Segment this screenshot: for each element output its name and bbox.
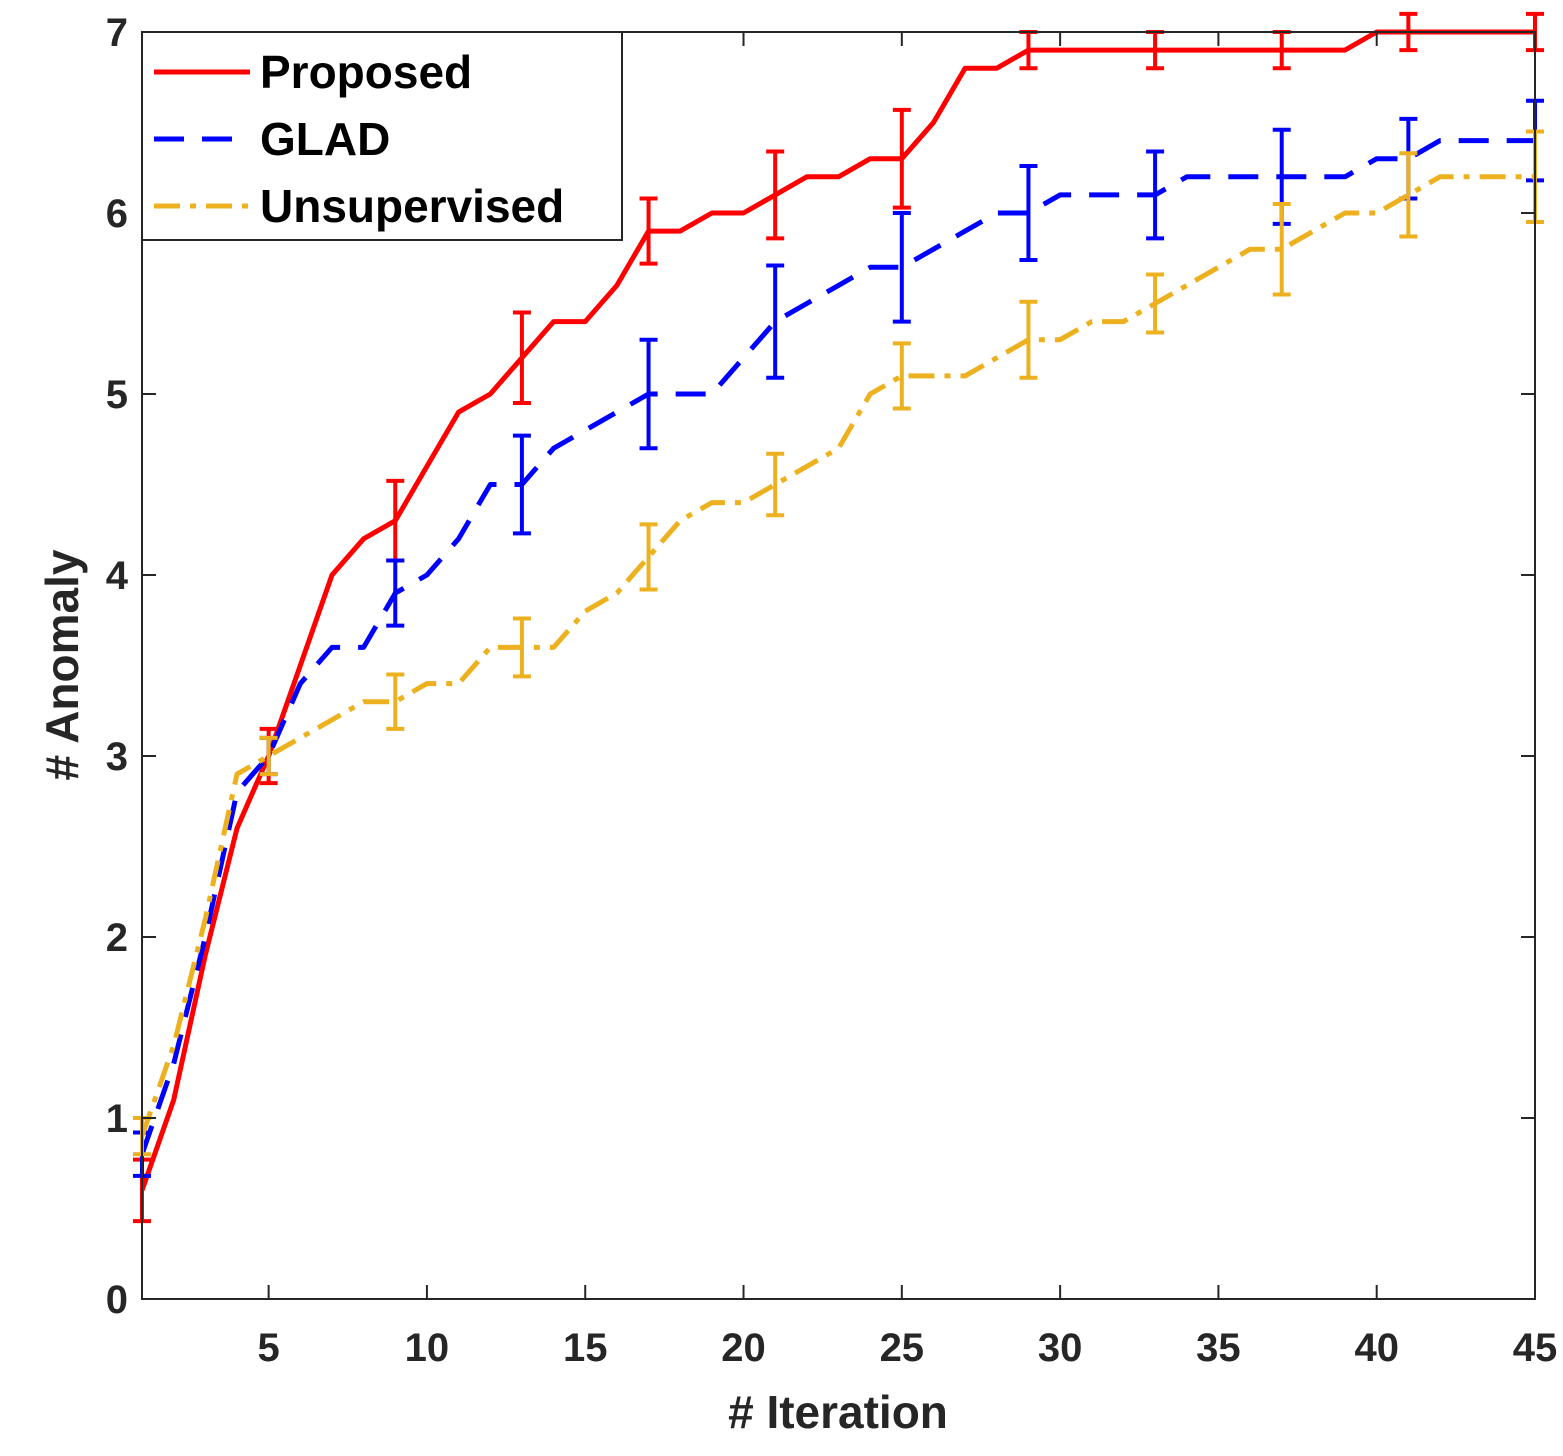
errorbar (1019, 163, 1038, 263)
series-line-glad (139, 138, 1535, 1156)
errorbar (512, 310, 531, 406)
errorbar (639, 522, 658, 592)
errorbar (639, 337, 658, 451)
errorbar (1019, 299, 1038, 380)
errorbar (1399, 151, 1418, 239)
legend-entry: Unsupervised (154, 180, 564, 232)
errorbar (892, 211, 911, 324)
series-line-unsupervised (139, 174, 1535, 1137)
y-tick-label: 4 (106, 554, 129, 598)
errorbar (1272, 201, 1291, 297)
errorbar (766, 263, 785, 380)
x-tick-label: 45 (1513, 1326, 1558, 1370)
x-tick-label: 15 (563, 1326, 608, 1370)
errorbar (892, 341, 911, 411)
x-tick-label: 5 (258, 1326, 280, 1370)
x-tick-label: 20 (721, 1326, 766, 1370)
x-tick-label: 25 (880, 1326, 925, 1370)
legend-label: GLAD (260, 113, 390, 165)
legend-label: Unsupervised (260, 180, 564, 232)
y-tick-label: 2 (106, 916, 128, 960)
legend-entry: GLAD (154, 113, 390, 165)
x-axis-title: # Iteration (728, 1386, 948, 1438)
y-tick-label: 3 (106, 735, 128, 779)
errorbar (1146, 272, 1165, 335)
errorbar (386, 672, 405, 731)
axes-frame (141, 31, 1536, 1300)
legend-entry: Proposed (154, 46, 472, 98)
errorbar (259, 735, 278, 777)
y-tick-label: 6 (106, 192, 128, 236)
errorbar (892, 107, 911, 210)
x-tick-label: 40 (1354, 1326, 1399, 1370)
y-tick-label: 0 (106, 1278, 128, 1322)
errorbar (386, 558, 405, 628)
errorbar (512, 433, 531, 536)
legend: Proposed GLAD Unsupervised (141, 31, 623, 241)
errorbar (639, 196, 658, 266)
x-tick-label: 35 (1196, 1326, 1241, 1370)
plot-background (142, 32, 1535, 1299)
plot-area (142, 32, 1535, 1299)
errorbar (766, 451, 785, 518)
series-line-proposed (139, 29, 1535, 1192)
errorbar (1146, 149, 1165, 241)
legend-label: Proposed (260, 46, 472, 98)
y-tick-label: 5 (106, 373, 128, 417)
y-tick-label: 7 (106, 11, 128, 55)
errorbar (512, 616, 531, 679)
series-proposed (133, 11, 1544, 1224)
x-tick-label: 30 (1038, 1326, 1083, 1370)
y-axis-title: # Anomaly (36, 549, 88, 780)
x-tick-label: 10 (405, 1326, 450, 1370)
y-tick-label: 1 (106, 1097, 128, 1141)
errorbar (766, 149, 785, 241)
